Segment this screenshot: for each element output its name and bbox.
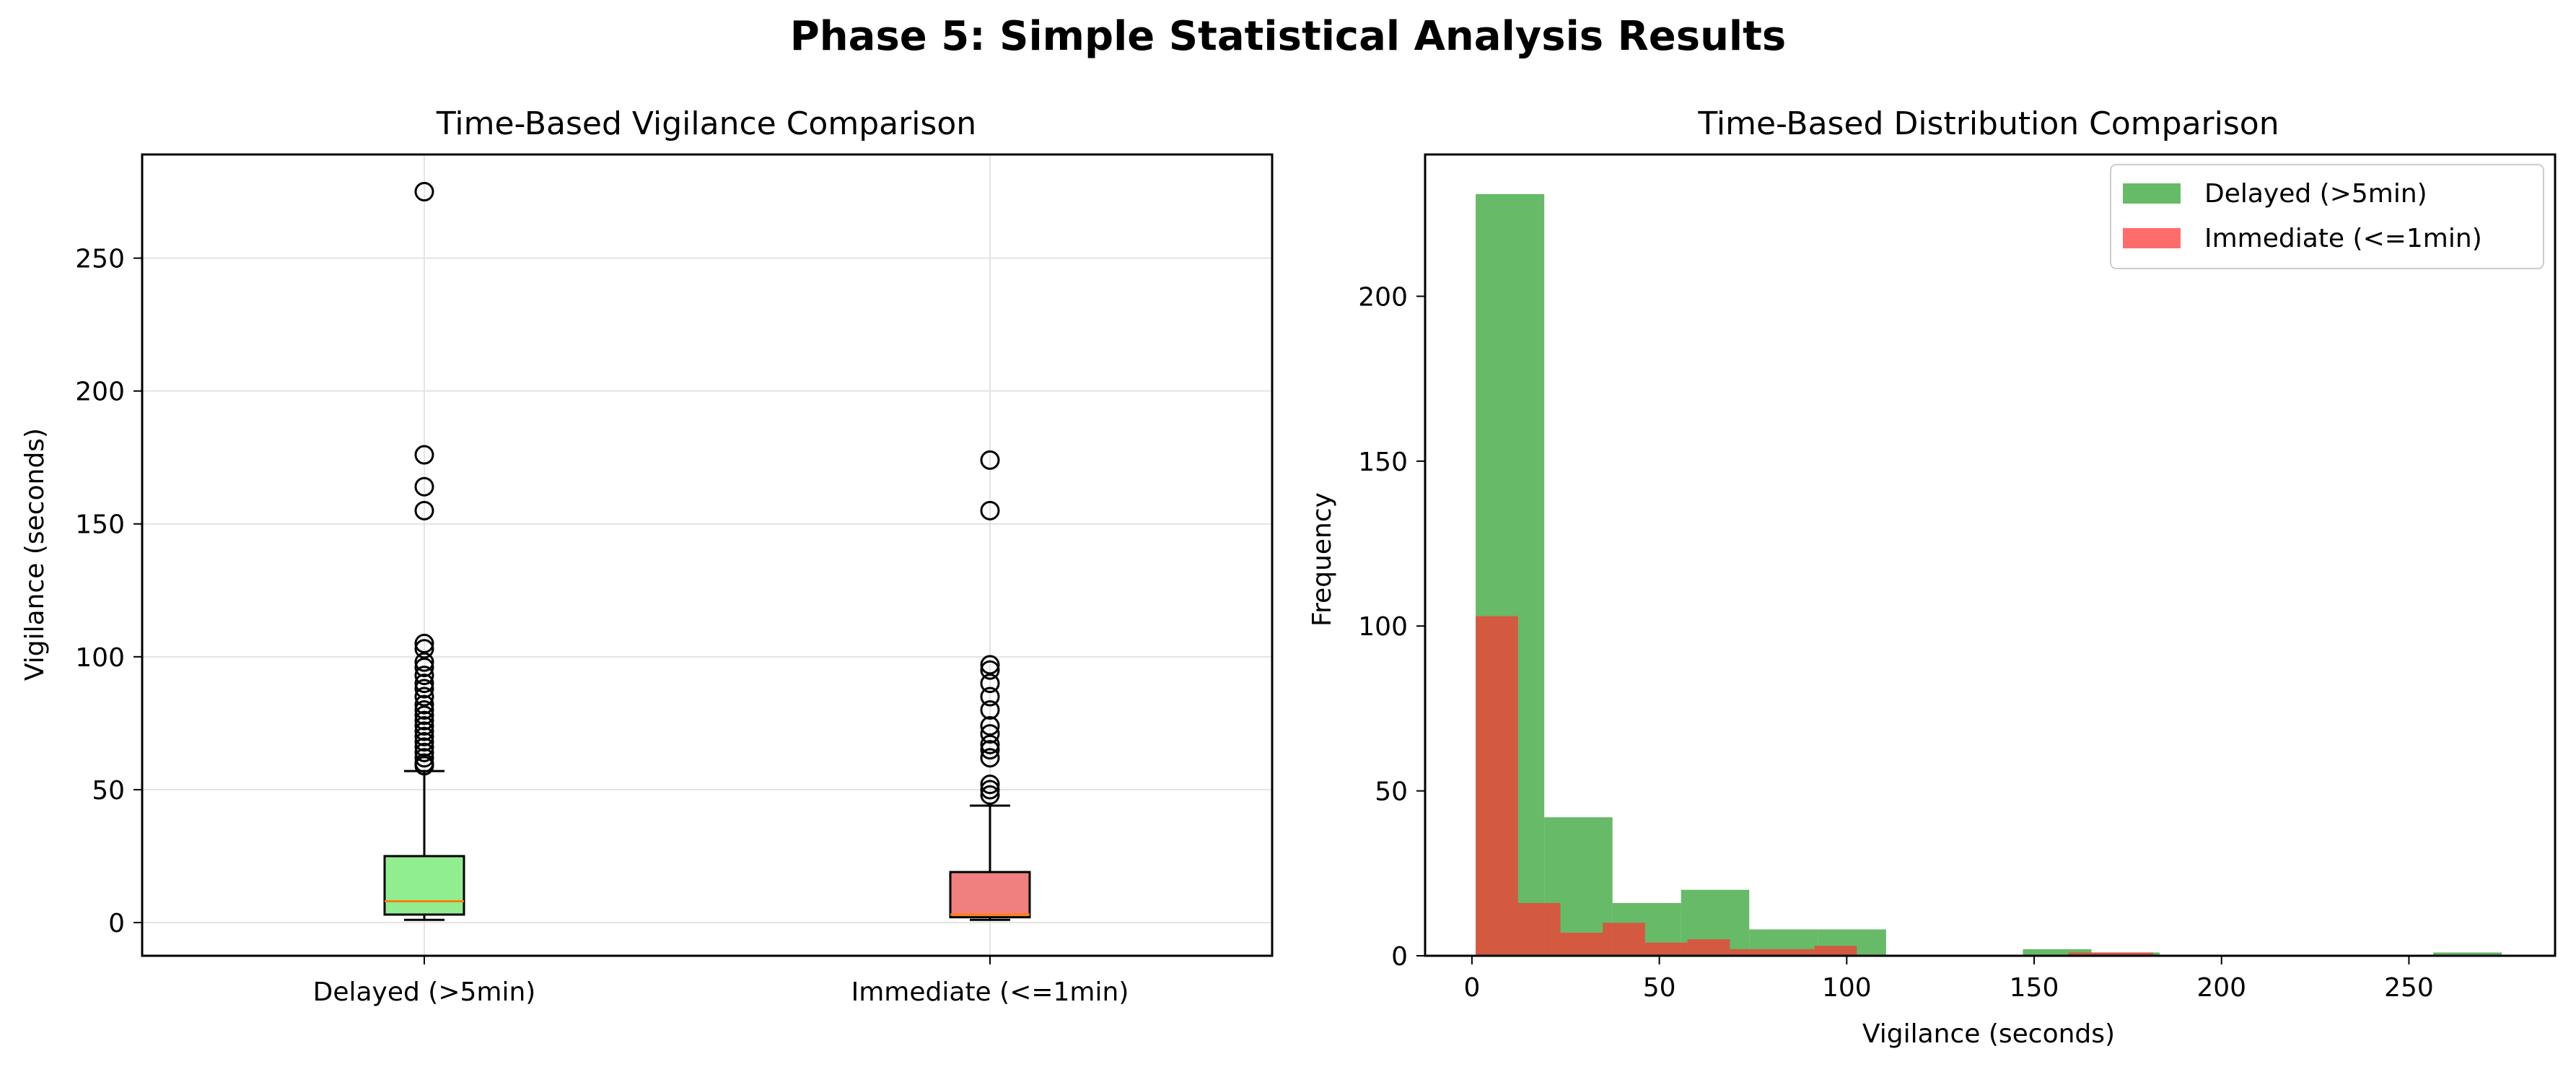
boxplot-frame [141,153,1274,957]
box-outlier-point [414,716,434,736]
box-outlier-point [414,732,434,752]
box-outlier-point [980,740,1000,760]
box-outlier-point [414,500,434,520]
boxplot-plot-area: Delayed (>5min) Immediate (<=1min) 0 50 100 1… [75,153,1274,1007]
box-outlier-point [414,737,434,757]
box-outlier-point [414,687,434,707]
box-outlier-point [980,450,1000,470]
box-outlier-point [414,679,434,699]
y-tick-label: 100 [75,643,125,673]
box-outlier-point [414,445,434,465]
box-outlier-point [980,724,1000,744]
box-outlier-point [980,748,1000,768]
figure-suptitle: Phase 5: Simple Statistical Analysis Res… [789,13,1787,60]
box-outlier-point [980,780,1000,800]
box-outlier-point [414,700,434,720]
box-outlier-point [414,658,434,678]
boxplot-ylabel: Vigilance (seconds) [20,428,50,681]
box-outlier-point [980,687,1000,707]
x-tick-label: Delayed (>5min) [313,977,536,1007]
box-iqr [949,871,1031,919]
y-tick-label: 150 [75,510,125,540]
box-outlier-point [414,742,434,762]
box-outlier-point [414,182,434,202]
y-tick-label: 250 [75,245,125,274]
box-outlier-point [414,694,434,715]
box-iqr [383,855,465,916]
box-outlier-point [414,710,434,731]
y-tick-label: 0 [108,909,125,938]
box-outlier-point [414,726,434,746]
box-outlier-point [980,785,1000,805]
box-outlier-point [414,721,434,741]
box-outlier-point [980,734,1000,754]
box-outlier-point [414,756,434,776]
box-outlier-point [980,660,1000,680]
y-tick-label: 200 [75,378,125,407]
y-tick-label: 50 [92,776,125,806]
box-outlier-point [414,674,434,694]
box-outlier-point [414,633,434,653]
box-outlier-point [414,748,434,768]
box-outlier-point [980,500,1000,520]
box-outlier-point [414,705,434,725]
box-outlier-point [980,674,1000,694]
box-outlier-point [980,716,1000,736]
box-outlier-point [414,652,434,672]
box-outlier-point [414,476,434,497]
boxplot-title: Time-Based Vigilance Comparison [436,105,976,142]
box-outlier-point [414,639,434,659]
box-outlier-point [414,666,434,686]
box-outlier-point [980,655,1000,675]
box-outlier-point [980,700,1000,720]
x-tick-label: Immediate (<=1min) [851,977,1129,1007]
box-outlier-point [980,775,1000,795]
